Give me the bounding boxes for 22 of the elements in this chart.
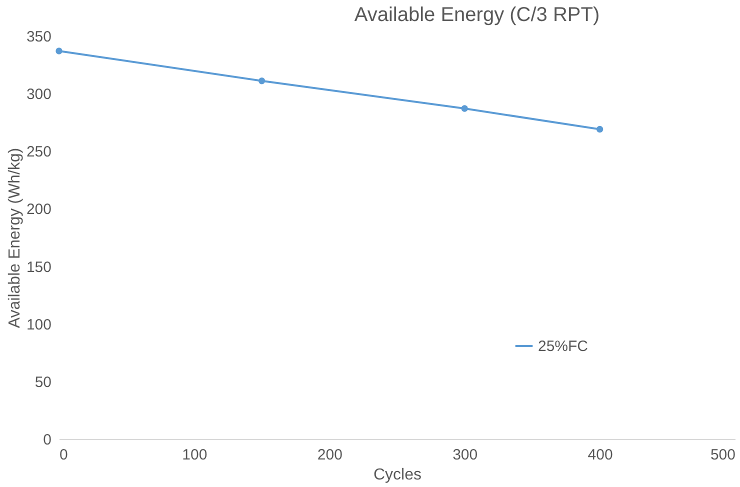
y-axis-title: Available Energy (Wh/kg) xyxy=(6,148,24,328)
y-tick-label: 350 xyxy=(26,28,52,46)
x-tick-label: 300 xyxy=(452,446,478,464)
point xyxy=(596,126,604,133)
y-tick-label: 150 xyxy=(26,258,52,276)
x-tick-label: 200 xyxy=(317,446,342,464)
y-tick-label: 250 xyxy=(26,144,52,161)
x-tick-label: 400 xyxy=(588,446,613,464)
y-tick-label: 100 xyxy=(26,316,52,334)
chart-title: Available Energy (C/3 RPT) xyxy=(354,4,600,26)
legend-label: 25%FC xyxy=(538,338,588,355)
point xyxy=(461,105,468,112)
point xyxy=(258,78,266,84)
y-tick-label: 0 xyxy=(43,432,52,448)
y-tick-label: 50 xyxy=(34,374,52,391)
y-tick-label: 200 xyxy=(26,201,52,218)
point xyxy=(56,48,62,54)
x-axis-title: Cycles xyxy=(373,466,422,484)
x-tick-label: 0 xyxy=(60,446,68,464)
x-tick-label: 100 xyxy=(182,446,208,464)
y-tick-label: 300 xyxy=(26,86,52,104)
x-tick-label: 500 xyxy=(710,446,736,464)
